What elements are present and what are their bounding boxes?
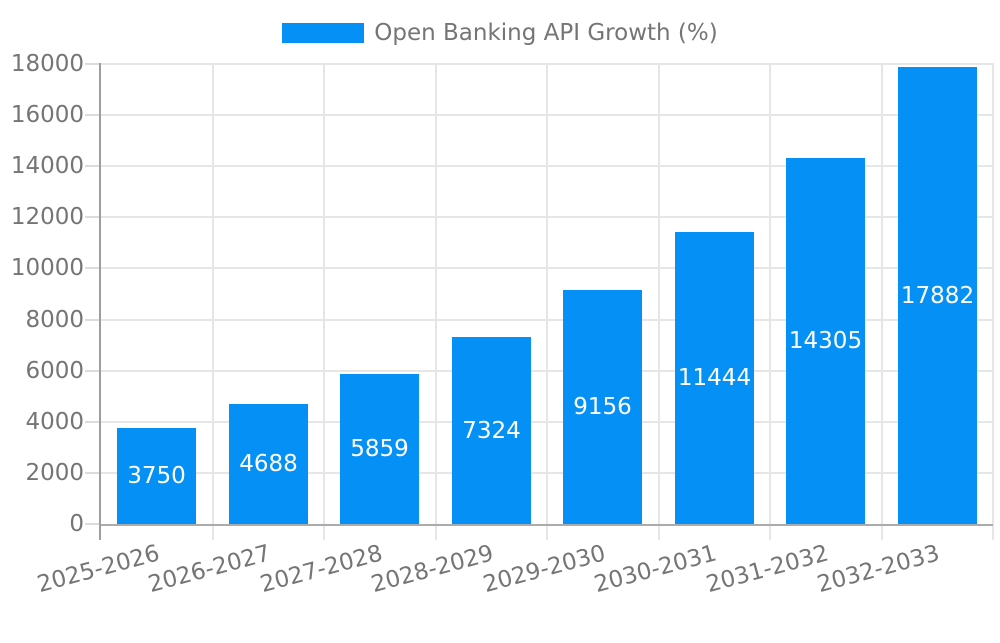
x-gridline xyxy=(769,63,771,540)
legend-swatch xyxy=(282,23,365,43)
bar-value-label: 5859 xyxy=(350,436,409,462)
y-axis-label: 2000 xyxy=(25,459,84,486)
y-tick xyxy=(85,63,101,65)
y-axis-label: 0 xyxy=(69,511,84,537)
bar-value-label: 3750 xyxy=(127,463,186,489)
y-tick xyxy=(85,523,101,525)
chart-legend-item[interactable]: Open Banking API Growth (%) xyxy=(0,20,1000,46)
bar xyxy=(675,232,754,524)
y-tick xyxy=(85,471,101,474)
x-gridline xyxy=(546,63,548,540)
bar-value-label: 17882 xyxy=(900,283,975,309)
x-gridline xyxy=(323,63,325,540)
y-axis-label: 4000 xyxy=(25,408,84,435)
y-tick xyxy=(85,420,101,423)
y-tick xyxy=(85,216,101,219)
y-axis-label: 6000 xyxy=(25,357,84,384)
y-tick xyxy=(85,369,101,372)
x-gridline xyxy=(992,63,994,540)
y-axis-label: 10000 xyxy=(10,255,84,282)
y-tick xyxy=(85,318,101,321)
bar-value-label: 11444 xyxy=(677,365,752,391)
x-gridline xyxy=(212,63,214,540)
y-axis-label: 12000 xyxy=(10,204,84,231)
x-axis-line xyxy=(101,524,993,526)
bar xyxy=(786,158,865,524)
y-axis-label: 14000 xyxy=(10,153,84,180)
bar xyxy=(117,428,196,524)
bar xyxy=(229,404,308,524)
y-axis-line xyxy=(99,63,101,540)
x-gridline xyxy=(435,63,437,540)
plot-area: 0 2000 4000 6000 8000 10000 12000 14000 16000 180… xyxy=(10,51,994,598)
bar-chart: Open Banking API Growth (%) 0 2000 4000 600… xyxy=(0,20,1000,599)
x-gridline xyxy=(881,63,883,540)
y-tick xyxy=(85,114,101,117)
bar-value-label: 14305 xyxy=(788,328,863,354)
bar xyxy=(452,337,531,524)
y-axis-label: 16000 xyxy=(10,102,84,129)
y-tick xyxy=(85,165,101,168)
bar xyxy=(340,374,419,524)
legend-label: Open Banking API Growth (%) xyxy=(374,20,718,46)
bar xyxy=(563,290,642,524)
bar-value-label: 4688 xyxy=(239,451,298,477)
bar xyxy=(898,67,977,524)
x-gridline xyxy=(658,63,660,540)
bar-value-label: 7324 xyxy=(462,418,521,444)
y-tick xyxy=(85,267,101,270)
y-axis-label: 18000 xyxy=(10,51,84,77)
y-axis-label: 8000 xyxy=(25,306,84,333)
bar-value-label: 9156 xyxy=(573,394,632,420)
